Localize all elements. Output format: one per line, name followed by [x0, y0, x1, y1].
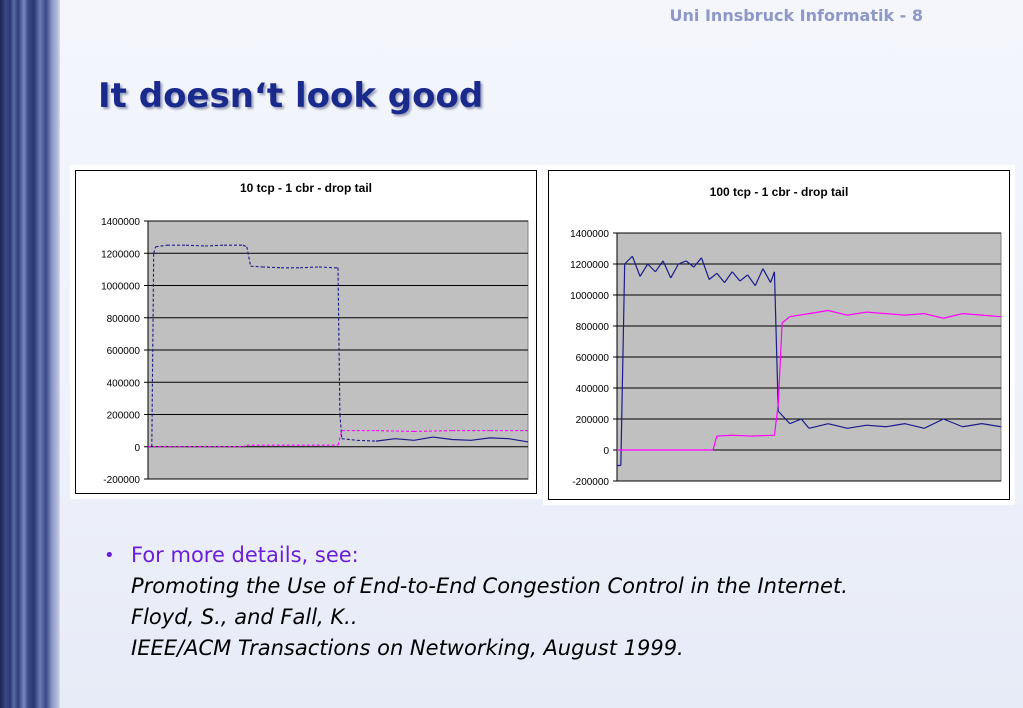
chart-10tcp-svg: 10 tcp - 1 cbr - drop tail 1400000 120000… — [101, 181, 529, 486]
series-line-1 — [617, 309, 1002, 451]
y-tick-label: -200000 — [572, 477, 609, 488]
y-tick-label: 800000 — [576, 322, 610, 333]
y-tick-label: 200000 — [576, 415, 610, 426]
bullet-marker: • — [104, 545, 115, 566]
reference-bullet: • For more details, see: Promoting the U… — [104, 540, 1004, 664]
y-tick-label: 1400000 — [570, 229, 609, 240]
y-tick-label: 1400000 — [101, 217, 140, 228]
y-tick-label: 600000 — [576, 353, 610, 364]
chart-100tcp: 100 tcp - 1 cbr - drop tail 1400000 12000… — [548, 170, 1010, 500]
y-tick-label: 1000000 — [101, 282, 140, 293]
slide-header: Uni Innsbruck Informatik - 8 — [669, 6, 923, 25]
y-tick-label: 0 — [603, 446, 609, 457]
chart-100tcp-svg: 100 tcp - 1 cbr - drop tail 1400000 12000… — [570, 185, 1002, 488]
chart-10tcp: 10 tcp - 1 cbr - drop tail 1400000 120000… — [75, 170, 537, 494]
y-tick-label: 400000 — [107, 378, 141, 389]
series-line-dashed-1 — [148, 430, 528, 448]
chart-title: 100 tcp - 1 cbr - drop tail — [710, 185, 849, 199]
y-tick-label: 800000 — [107, 314, 141, 325]
left-gradient-bar — [0, 0, 60, 708]
y-tick-label: 400000 — [576, 384, 610, 395]
series-line-0 — [617, 255, 1002, 467]
y-tick-label: 1200000 — [101, 249, 140, 260]
reference-title: Promoting the Use of End-to-End Congesti… — [131, 574, 848, 598]
reference-authors: Floyd, S., and Fall, K.. — [131, 605, 358, 629]
y-tick-label: 1000000 — [570, 291, 609, 302]
y-tick-label: 200000 — [107, 411, 141, 422]
y-tick-label: 600000 — [107, 346, 141, 357]
y-tick-label: 0 — [134, 443, 140, 454]
y-tick-label: 1200000 — [570, 260, 609, 271]
slide-title: It doesn‘t look good — [98, 76, 484, 116]
reference-journal: IEEE/ACM Transactions on Networking, Aug… — [131, 636, 684, 660]
bullet-intro: For more details, see: — [131, 543, 359, 567]
series-line-0 — [375, 436, 529, 443]
chart-title: 10 tcp - 1 cbr - drop tail — [240, 181, 372, 195]
y-tick-label: -200000 — [103, 475, 140, 486]
